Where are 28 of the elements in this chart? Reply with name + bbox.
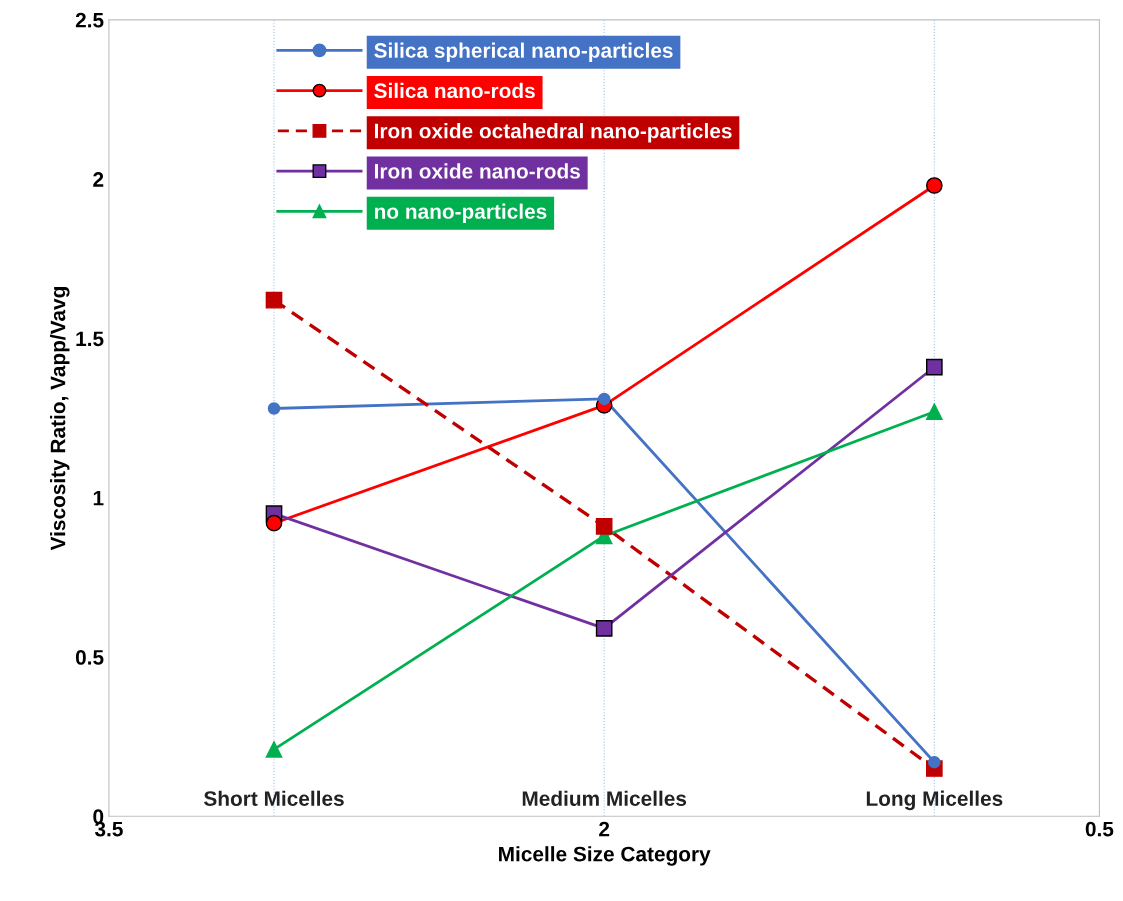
legend-label: no nano-particles	[374, 203, 547, 223]
y-tick-label: 1	[93, 490, 104, 506]
point	[597, 392, 611, 406]
point	[595, 620, 613, 637]
legend-label: Silica nano-rods	[374, 82, 535, 99]
point	[265, 514, 283, 532]
point	[267, 402, 281, 415]
legend-label: Iron oxide octahedral nano-particles	[375, 123, 732, 143]
y-tick-label: 2.5	[75, 12, 104, 28]
point	[265, 741, 283, 758]
point	[926, 403, 943, 421]
legend-label: Iron oxide nano-rods	[375, 163, 580, 179]
x-tick-label: 0.5	[1085, 821, 1114, 837]
point	[595, 518, 613, 535]
x-tick-label: 2	[599, 821, 610, 837]
point	[928, 755, 941, 769]
y-axis-title: Viscosity Ratio, Vapp/Vavg	[50, 287, 70, 551]
annotation: Long Micelles	[866, 790, 1003, 811]
point	[265, 291, 283, 309]
y-tick-label: 2	[93, 172, 104, 187]
legend-label: Silica spherical nano-particles	[374, 42, 673, 62]
x-axis-title: Micelle Size Category	[499, 846, 711, 866]
y-tick-label: 1.5	[76, 331, 104, 347]
point	[926, 177, 943, 194]
point	[926, 358, 943, 376]
annotation: Medium Micelles	[522, 790, 687, 806]
annotation: Short Micelles	[203, 790, 344, 806]
y-tick-label: 0.5	[75, 650, 104, 665]
